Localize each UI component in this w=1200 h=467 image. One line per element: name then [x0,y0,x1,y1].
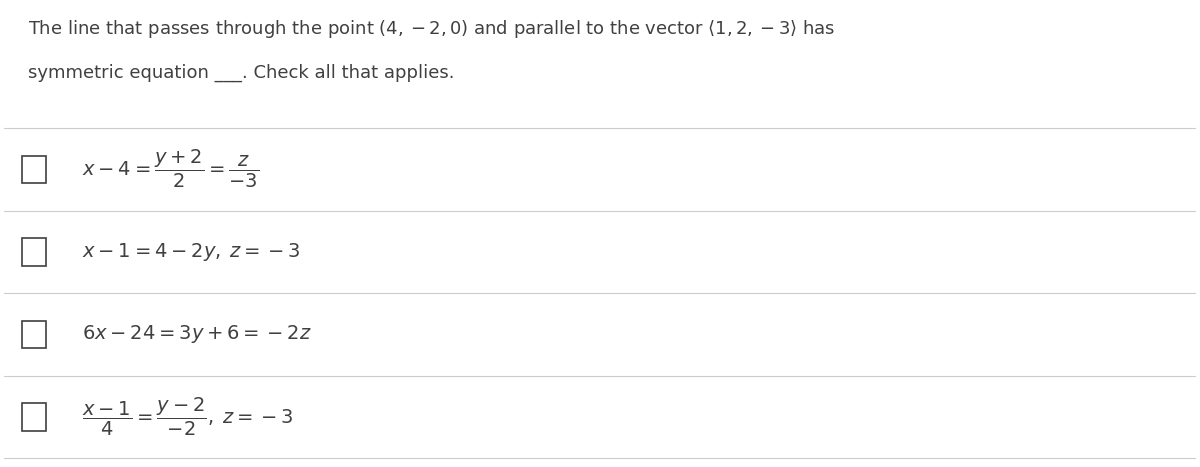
Text: $x - 1 = 4 - 2y,\; z = -3$: $x - 1 = 4 - 2y,\; z = -3$ [82,241,300,263]
FancyBboxPatch shape [22,238,46,266]
FancyBboxPatch shape [22,156,46,183]
FancyBboxPatch shape [22,321,46,348]
Text: $x - 4 = \dfrac{y+2}{2} = \dfrac{z}{-3}$: $x - 4 = \dfrac{y+2}{2} = \dfrac{z}{-3}$ [82,148,259,191]
Text: $6x - 24 = 3y + 6 = -2z$: $6x - 24 = 3y + 6 = -2z$ [82,324,312,346]
Text: symmetric equation ___. Check all that applies.: symmetric equation ___. Check all that a… [28,64,455,82]
Text: The line that passes through the point $(4, -2, 0)$ and parallel to the vector $: The line that passes through the point $… [28,18,835,40]
FancyBboxPatch shape [22,403,46,431]
Text: $\dfrac{x-1}{4} = \dfrac{y-2}{-2},\; z = -3$: $\dfrac{x-1}{4} = \dfrac{y-2}{-2},\; z =… [82,396,293,438]
